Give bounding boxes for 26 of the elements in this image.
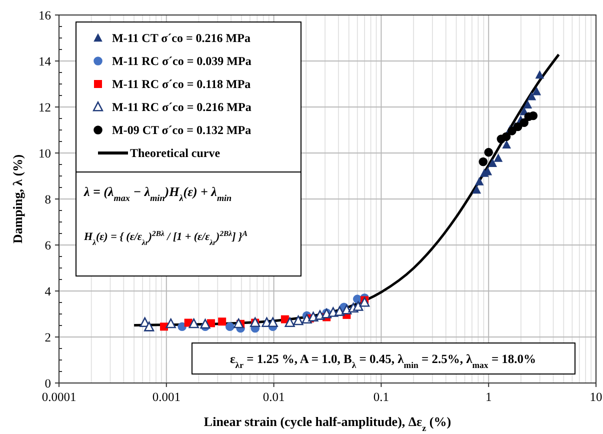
x-tick-label: 0.1: [373, 390, 390, 404]
y-tick-label: 8: [44, 192, 51, 206]
x-axis-title: Linear strain (cycle half-amplitude), Δε$_{z}$ (%): [204, 414, 452, 433]
x-tick-label: 0.0001: [42, 390, 76, 404]
y-tick-label: 14: [38, 54, 52, 68]
y-tick-label: 12: [38, 100, 51, 114]
x-tick-label: 1: [485, 390, 492, 404]
parameter-box: ε$_{λr}$ = 1.25 %, A = 1.0, B$_{λ}$ = 0.45, λ$_{min}$ = 2.5%, λ$_{max}$ = 18.0%: [192, 342, 576, 374]
legend-label: M-11 RC σ´co = 0.118 MPa: [112, 77, 251, 92]
y-tick-label: 6: [44, 238, 51, 252]
x-tick-label: 0.001: [152, 390, 180, 404]
y-tick-label: 4: [44, 284, 52, 298]
formula-box: λ = (λ$_{max}$ − λ$_{min}$)H$_{λ}$(ε) + λ$_{min}$ H$_{λ}$(ε) = { (ε/ε$_{λr}$)$^{2Bλ}$ / [1 + (ε/ε$_{λr}$)$^{2Bλ}$] }$^{A}$: [76, 172, 302, 276]
legend-label: M-11 RC σ´co = 0.039 MPa: [112, 54, 252, 68]
y-tick-label: 16: [38, 8, 51, 22]
x-tick-label: 0.01: [262, 390, 285, 404]
y-axis-title: Damping, λ (%): [10, 154, 25, 244]
annotation: λ = (λ$_{max}$ − λ$_{min}$)H$_{λ}$(ε) + λ$_{min}$: [83, 184, 232, 203]
y-tick-label: 0: [44, 376, 51, 390]
y-tick-label: 2: [44, 330, 51, 344]
legend-label: M-11 CT σ´co = 0.216 MPa: [112, 31, 250, 46]
legend-label: M-11 RC σ´co = 0.216 MPa: [112, 100, 252, 114]
x-tick-label: 10: [590, 390, 602, 404]
legend-label: Theoretical curve: [130, 146, 221, 160]
legend-label: M-09 CT σ´co = 0.132 MPa: [112, 123, 252, 138]
y-tick-label: 10: [38, 146, 51, 160]
